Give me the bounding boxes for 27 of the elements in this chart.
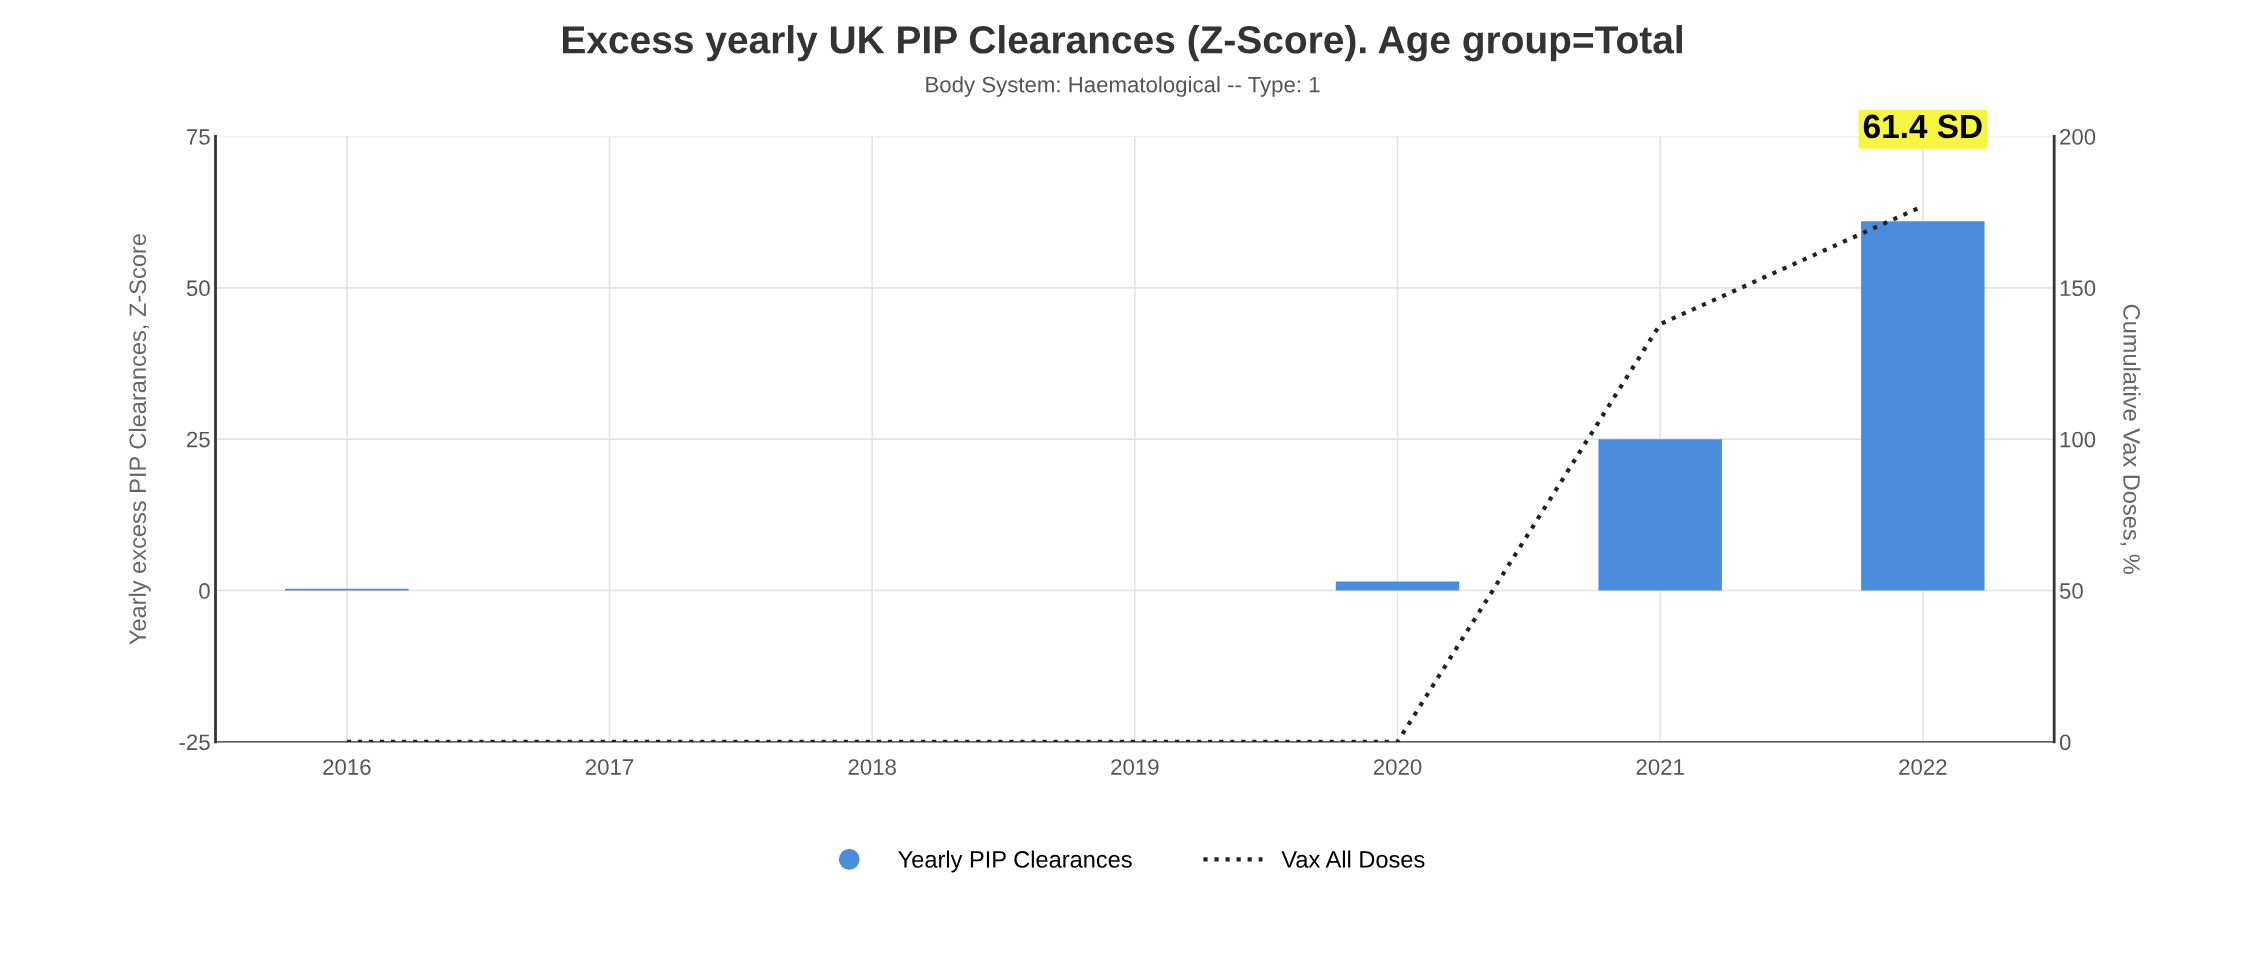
legend-label: Vax All Doses <box>1281 850 1425 868</box>
chart-title: Excess yearly UK PIP Clearances (Z-Score). Age group=Total <box>563 25 1682 62</box>
y-tick-label: 75 <box>187 129 210 145</box>
annotation: 61.4 SD <box>1863 114 1982 139</box>
y-tick-label: 50 <box>186 280 210 297</box>
y-tick-label: 0 <box>199 583 210 599</box>
y2-tick-label: 100 <box>2060 431 2096 448</box>
y2-tick-label: 150 <box>2060 280 2096 297</box>
x-tick-label: 2020 <box>1373 759 1422 775</box>
chart-subtitle: Body System: Haematological -- Type: 1 <box>926 76 1320 97</box>
y2-axis-title: Cumulative Vax Doses, % <box>2120 304 2141 574</box>
x-tick-label: 2016 <box>323 759 371 775</box>
y-tick-label: 25 <box>187 431 210 448</box>
bar <box>1598 439 1722 591</box>
x-tick-label: 2022 <box>1899 759 1947 775</box>
y2-tick-label: 0 <box>2059 734 2071 751</box>
x-tick-label: 2019 <box>1111 759 1159 775</box>
bar <box>1335 581 1460 591</box>
bar <box>1861 221 1985 591</box>
x-tick-label: 2018 <box>848 759 896 775</box>
y-axis-title: Yearly excess PIP Clearances, Z-Score <box>128 234 151 645</box>
y2-tick-label: 50 <box>2059 583 2083 599</box>
legend-label: Yearly PIP Clearances <box>898 850 1132 873</box>
x-tick-label: 2017 <box>585 759 634 775</box>
x-tick-label: 2021 <box>1636 759 1684 775</box>
y-tick-label: -25 <box>179 734 210 751</box>
y2-tick-label: 200 <box>2060 129 2096 145</box>
